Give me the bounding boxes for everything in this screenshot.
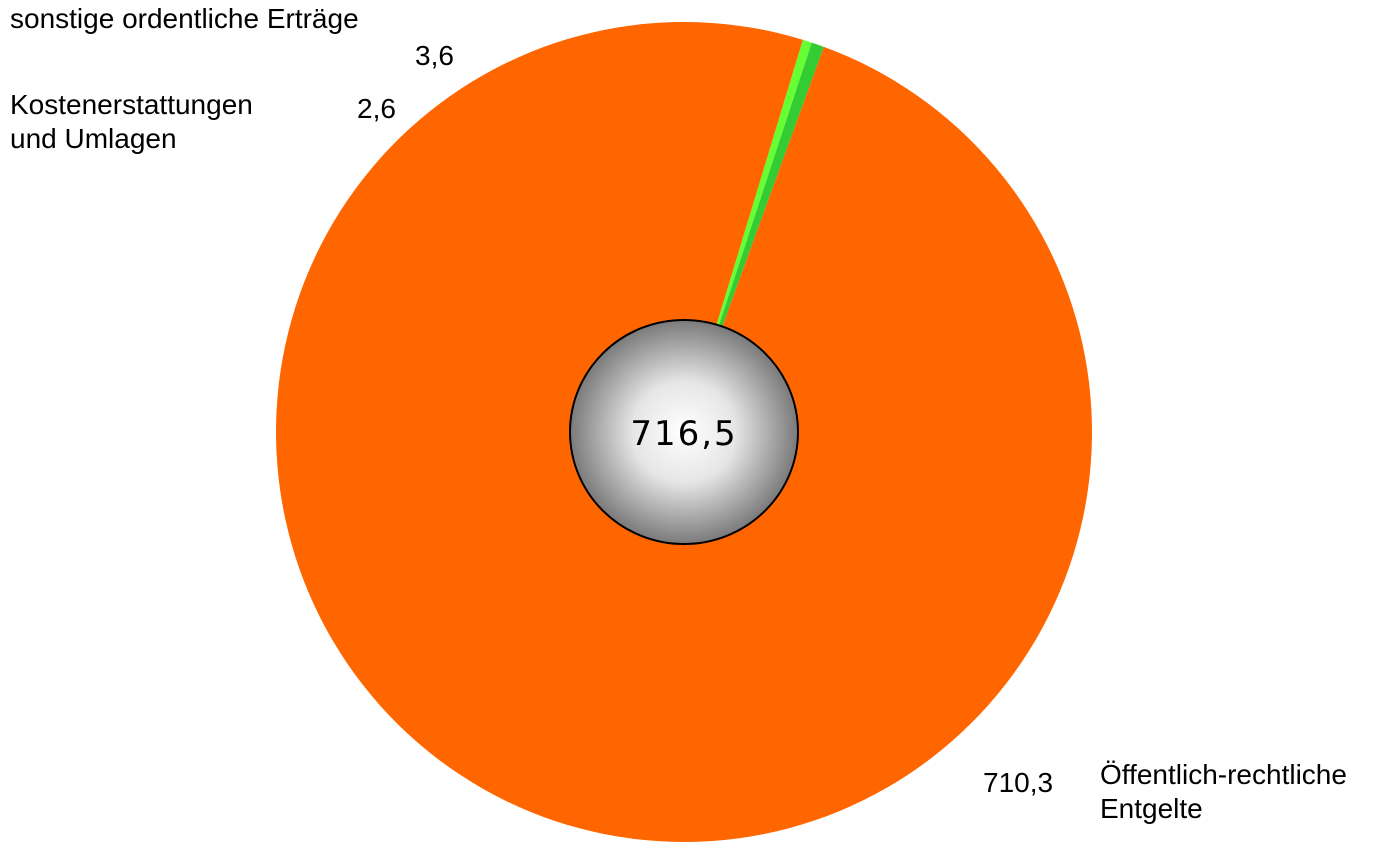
category-label-line: Entgelte bbox=[1100, 793, 1203, 824]
category-label-line: Öffentlich-rechtliche bbox=[1100, 759, 1347, 790]
value-label-kostenerstattungen-und-umlagen: 2,6 bbox=[357, 93, 396, 124]
total-hub bbox=[569, 319, 799, 545]
value-label-oeffentlich-rechtliche-entgelte: 710,3 bbox=[983, 767, 1054, 798]
value-label-sonstige-ordentliche-ertraege: 3,6 bbox=[415, 40, 454, 71]
total-value-label: 716,5 bbox=[630, 414, 737, 454]
label-sonstige-ordentliche-ertraege: sonstige ordentliche Erträge bbox=[10, 2, 359, 36]
label-kostenerstattungen-und-umlagen: Kostenerstattungen und Umlagen bbox=[10, 88, 253, 156]
category-label-line: und Umlagen bbox=[10, 123, 177, 154]
category-label-line: sonstige ordentliche Erträge bbox=[10, 3, 359, 34]
category-label-line: Kostenerstattungen bbox=[10, 89, 253, 120]
label-oeffentlich-rechtliche-entgelte: Öffentlich-rechtliche Entgelte bbox=[1100, 758, 1347, 826]
